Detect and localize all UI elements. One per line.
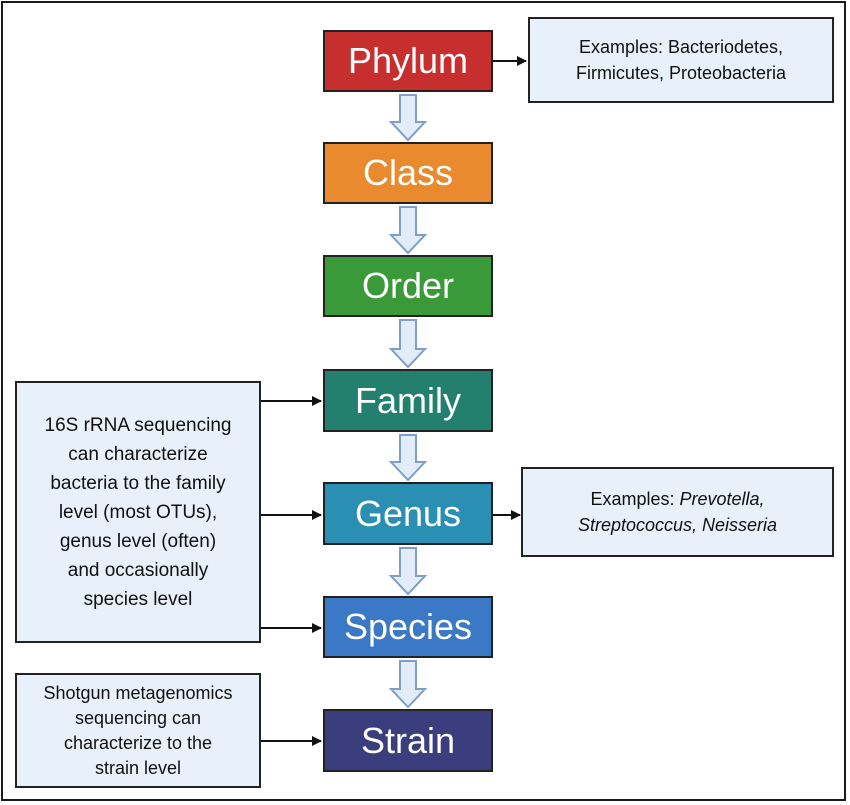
shotgun-note-box: Shotgun metagenomics sequencing can char… [15, 673, 261, 788]
genus-example-prevotella: Prevotella, [679, 489, 765, 509]
phylum-examples-line2: Firmicutes, Proteobacteria [575, 63, 787, 83]
shotgun-line: characterize to the [63, 732, 213, 753]
sixteen-s-line: can characterize [68, 443, 208, 465]
sixteen-s-line: 16S rRNA sequencing [44, 414, 232, 436]
down-arrow [388, 94, 428, 142]
down-arrow [388, 206, 428, 255]
down-arrow [388, 434, 428, 482]
rank-order: Order [323, 255, 493, 317]
rank-genus: Genus [323, 482, 493, 545]
phylum-examples-box: Examples: Bacteriodetes, Firmicutes, Pro… [528, 17, 834, 103]
rank-species: Species [323, 596, 493, 658]
shotgun-line: sequencing can [74, 707, 202, 728]
sixteen-s-line: genus level (often) [59, 530, 217, 552]
down-arrow [388, 660, 428, 709]
shotgun-line: Shotgun metagenomics [43, 682, 233, 703]
phylum-examples-line1: Examples: Bacteriodetes, [578, 37, 784, 57]
shotgun-line: strain level [94, 757, 182, 778]
genus-examples-line1: Examples: Prevotella, [590, 486, 764, 512]
sixteen-s-note-box: 16S rRNA sequencing can characterize bac… [15, 381, 261, 643]
down-arrow [388, 547, 428, 596]
rank-class: Class [323, 142, 493, 204]
genus-examples-box: Examples: Prevotella, Streptococcus, Nei… [521, 467, 834, 557]
rank-strain: Strain [323, 709, 493, 772]
genus-examples-line2: Streptococcus, Neisseria [577, 515, 778, 535]
down-arrows [388, 94, 428, 709]
sixteen-s-line: species level [83, 588, 193, 610]
sixteen-s-line: bacteria to the family [50, 472, 226, 494]
sixteen-s-line: level (most OTUs), [58, 501, 218, 523]
genus-examples-prefix: Examples: [590, 489, 675, 509]
rank-phylum: Phylum [323, 30, 493, 92]
down-arrow [388, 319, 428, 369]
rank-family: Family [323, 369, 493, 432]
sixteen-s-line: and occasionally [67, 559, 209, 581]
